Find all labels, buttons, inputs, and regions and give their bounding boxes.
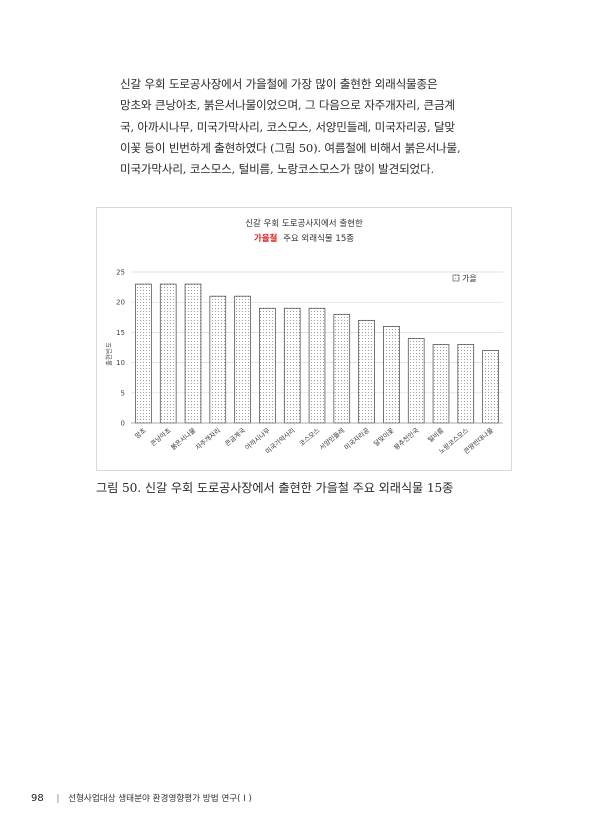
x-tick-label: 왕추천인국 xyxy=(392,426,421,452)
bar-12 xyxy=(407,338,425,424)
legend: 가을 xyxy=(452,274,477,283)
body-line: 국, 아까시나무, 미국가막사리, 코스모스, 서양민들레, 미국자리공, 달맞 xyxy=(120,119,455,134)
y-tick-label: 20 xyxy=(116,299,125,307)
bar-3 xyxy=(184,283,202,424)
x-tick-label: 서양민들레 xyxy=(317,426,346,452)
x-tick-label: 달맞이꽃 xyxy=(372,426,396,448)
bar-9 xyxy=(333,313,351,424)
chart-container: 신갈 우회 도로공사지에서 출현한 가을철 주요 외래식물 15종 0 5 10 15… xyxy=(96,207,512,471)
x-tick-label: 미국자리공 xyxy=(342,426,371,452)
legend-swatch xyxy=(452,274,460,282)
y-tick-label: 0 xyxy=(121,420,125,428)
footer-separator: | xyxy=(56,794,60,804)
running-title: 선형사업대상 생태분야 환경영향평가 방법 연구( I ) xyxy=(68,794,252,804)
bar-11 xyxy=(383,326,400,424)
y-tick-label: 5 xyxy=(121,389,125,397)
bar-5 xyxy=(234,295,251,424)
x-tick-label: 큰낭아초 xyxy=(148,426,172,448)
bar-1 xyxy=(135,283,152,424)
body-line: 신갈 우회 도로공사장에서 가을철에 가장 많이 출현한 외래식물종은 xyxy=(120,77,438,91)
legend-label: 가을 xyxy=(462,274,477,283)
x-tick-label: 털비름 xyxy=(426,426,446,444)
y-tick-label: 25 xyxy=(116,269,125,277)
chart-title-line2: 가을철 주요 외래식물 15종 xyxy=(254,233,354,244)
bar-14 xyxy=(457,344,475,424)
chart-title-line1: 신갈 우회 도로공사지에서 출현한 xyxy=(245,218,363,229)
bar-10 xyxy=(358,319,375,424)
body-line: 미국가막사리, 코스모스, 털비름, 노랑코스모스가 많이 발견되었다. xyxy=(120,162,434,177)
chart-title-highlight: 가을철 xyxy=(254,233,278,244)
y-axis-label: 출현빈도 xyxy=(104,342,113,366)
bar-4 xyxy=(209,295,227,424)
bar-6 xyxy=(259,307,276,424)
bar-7 xyxy=(283,307,301,424)
x-tick-label: 망초 xyxy=(133,426,148,441)
x-tick-label: 큰금계국 xyxy=(223,426,247,448)
page-number: 98 xyxy=(31,793,44,804)
bar-2 xyxy=(159,283,177,424)
figure-caption: 그림 50. 신갈 우회 도로공사장에서 출현한 가을철 주요 외래식물 15종 xyxy=(96,481,454,495)
body-line: 이꽃 등이 빈번하게 출현하였다 (그림 50). 여름철에 비해서 붉은서나물… xyxy=(120,140,461,155)
y-tick-label: 15 xyxy=(116,329,125,337)
bar-13 xyxy=(432,344,450,424)
body-paragraph: 신갈 우회 도로공사장에서 가을철에 가장 많이 출현한 외래식물종은 망초와 … xyxy=(120,74,530,180)
bar-8 xyxy=(308,307,326,424)
chart-title-rest: 주요 외래식물 15종 xyxy=(283,233,354,244)
x-tick-label: 붉은서나물 xyxy=(169,426,198,452)
bar-chart: 신갈 우회 도로공사지에서 출현한 가을철 주요 외래식물 15종 0 5 10 15… xyxy=(104,218,503,456)
bar-15 xyxy=(482,350,499,424)
x-tick-label: 자주개자리 xyxy=(193,426,222,452)
body-line: 망초와 큰낭아초, 붉은서나물이었으며, 그 다음으로 자주개자리, 큰금계 xyxy=(120,98,455,113)
y-tick-label: 10 xyxy=(116,359,125,367)
page-footer: 98 | 선형사업대상 생태분야 환경영향평가 방법 연구( I ) xyxy=(31,792,252,804)
